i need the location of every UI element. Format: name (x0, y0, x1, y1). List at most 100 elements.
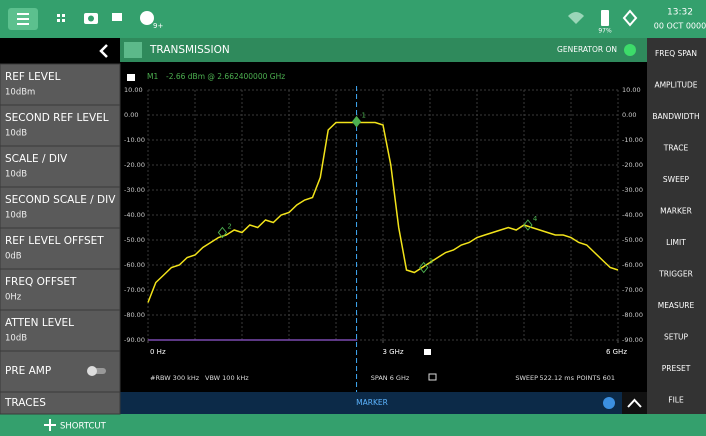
rbw: #RBW 300 kHz (150, 374, 200, 382)
nav-label: SWEEP (663, 175, 690, 184)
nav-label: TRIGGER (658, 270, 693, 279)
shortcut-label[interactable]: SHORTCUT (60, 422, 107, 432)
menu-item[interactable] (0, 268, 121, 311)
marker-diamond (217, 226, 228, 239)
shortcut-bar (0, 414, 706, 436)
lock-icon (127, 74, 135, 81)
chart-title: TRANSMISSION (149, 44, 230, 56)
menu-item[interactable] (0, 227, 121, 270)
y-tick-label: -10.00 (124, 136, 145, 144)
y-tick-label-right: -90.00 (622, 336, 643, 344)
location-icon[interactable] (622, 9, 638, 27)
menu-label: SCALE / DIV (5, 153, 68, 165)
sweep-time: 522.12 ms (539, 374, 574, 382)
nav-label: FREQ SPAN (655, 49, 697, 58)
apps-icon[interactable] (57, 14, 65, 22)
menu-label: TRACES (4, 397, 46, 409)
back-icon[interactable] (99, 44, 108, 58)
menu-item[interactable] (0, 145, 121, 188)
y-tick-label: -50.00 (124, 236, 145, 244)
menu-label: SECOND SCALE / DIV (5, 194, 116, 206)
generator-indicator (624, 44, 636, 56)
marker-diamond (419, 261, 429, 274)
y-tick-label-right: 10.00 (622, 86, 641, 94)
nav-label: MARKER (660, 207, 692, 216)
marker-diamond (351, 115, 362, 128)
battery-level: 97% (598, 28, 612, 35)
menu-value: 10dB (5, 211, 27, 221)
notification-count: 9+ (153, 22, 163, 30)
clock-time: 13:32 (667, 8, 693, 18)
menu-value: 0dB (5, 252, 22, 262)
menu-item[interactable] (0, 186, 121, 229)
menu-label: REF LEVEL (5, 71, 61, 83)
menu-value: 10dBm (5, 88, 35, 98)
y-tick-label: -20.00 (124, 161, 145, 169)
marker-tab-bar (120, 392, 647, 414)
y-tick-label-right: 0.00 (622, 111, 636, 119)
menu-item[interactable] (0, 104, 121, 147)
menu-value: 10dB (5, 170, 27, 180)
menu-item[interactable] (0, 391, 121, 415)
marker-label: 4 (533, 215, 538, 223)
screen-icon[interactable] (112, 13, 122, 21)
sweep: SWEEP (515, 374, 538, 382)
menu-icon (17, 13, 29, 25)
menu-label: SECOND REF LEVEL (5, 112, 109, 124)
marker-label: 2 (227, 223, 231, 231)
marker-name: M1 (147, 72, 158, 81)
nav-label: FILE (668, 396, 684, 405)
chevron-icon (627, 398, 642, 408)
y-tick-label: 10.00 (124, 86, 143, 94)
lock-icon (424, 349, 431, 355)
vbw: VBW 100 kHz (205, 374, 249, 382)
menu-item[interactable] (0, 309, 121, 352)
generator-status: GENERATOR ON (557, 45, 617, 54)
y-tick-label-right: -20.00 (622, 161, 643, 169)
expand-button[interactable] (622, 392, 647, 414)
y-tick-label-right: -40.00 (622, 211, 643, 219)
y-tick-label: 0.00 (124, 111, 138, 119)
points: POINTS 601 (577, 374, 615, 382)
span-lock-icon (428, 373, 437, 381)
marker-label: 1 (362, 112, 366, 120)
menu-label: REF LEVEL OFFSET (5, 235, 104, 247)
marker-tab[interactable]: MARKER (356, 398, 388, 407)
menu-value: 0Hz (5, 293, 22, 303)
nav-label: MEASURE (658, 301, 695, 310)
trace-line (147, 121, 619, 303)
menu-item[interactable] (0, 63, 121, 106)
clock-date: 00 OCT 0000 (654, 22, 706, 31)
x-tick-label: 3 GHz (382, 348, 403, 356)
x-tick-label: 0 Hz (150, 348, 166, 356)
mode-icon (124, 42, 142, 58)
nav-label: PRESET (662, 364, 691, 373)
close-button[interactable] (603, 397, 615, 409)
marker-diamond (523, 219, 533, 231)
x-tick-label: 6 GHz (606, 348, 627, 356)
y-tick-label: -40.00 (124, 211, 145, 219)
toggle-knob[interactable] (87, 366, 97, 376)
y-tick-label: -30.00 (124, 186, 145, 194)
y-tick-label-right: -80.00 (622, 311, 643, 319)
y-tick-label-right: -70.00 (622, 286, 643, 294)
menu-label: PRE AMP (5, 365, 51, 377)
nav-label: AMPLITUDE (654, 81, 697, 90)
marker-label: 3 (429, 258, 433, 266)
nav-label: BANDWIDTH (652, 112, 699, 121)
plus-icon (44, 419, 56, 431)
menu-label: FREQ OFFSET (5, 276, 77, 288)
menu-value: 10dB (5, 334, 27, 344)
y-tick-label: -60.00 (124, 261, 145, 269)
y-tick-label-right: -30.00 (622, 186, 643, 194)
y-tick-label-right: -60.00 (622, 261, 643, 269)
y-tick-label: -70.00 (124, 286, 145, 294)
nav-label: TRACE (663, 144, 689, 153)
info-icon[interactable] (140, 11, 154, 25)
y-tick-label-right: -10.00 (622, 136, 643, 144)
right-panel (647, 38, 706, 414)
marker-readout: -2.66 dBm @ 2.662400000 GHz (166, 72, 285, 81)
y-tick-label-right: -50.00 (622, 236, 643, 244)
battery-icon (601, 10, 609, 26)
